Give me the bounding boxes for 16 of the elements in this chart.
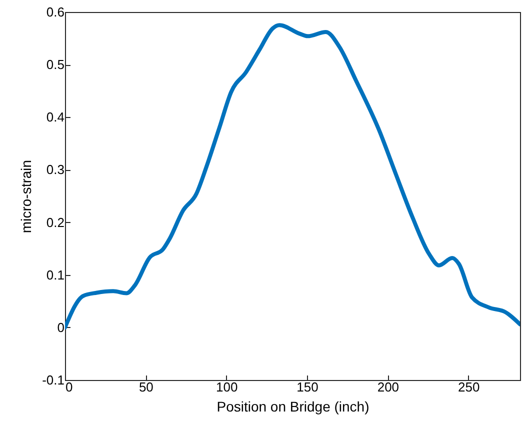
y-tick-label: 0.2 <box>46 214 64 230</box>
y-axis-title: micro-strain <box>18 160 34 234</box>
x-tick-label: 150 <box>296 380 318 394</box>
y-tick-label: 0.5 <box>46 57 64 72</box>
y-tick-label: 0.1 <box>46 267 64 282</box>
y-tick-label: 0 <box>57 320 64 335</box>
y-tick-label: 0.6 <box>46 4 64 20</box>
y-tick-label: -0.1 <box>42 372 64 388</box>
x-tick-label: 250 <box>458 380 480 394</box>
y-tick-label: 0.4 <box>46 110 64 125</box>
x-tick-label: 50 <box>138 380 154 394</box>
x-tick-label: 100 <box>216 380 238 394</box>
x-axis-title: Position on Bridge (inch) <box>216 398 370 414</box>
x-tick-label: 200 <box>377 380 400 394</box>
line-series <box>65 23 520 330</box>
y-tick-label: 0.3 <box>46 162 64 178</box>
